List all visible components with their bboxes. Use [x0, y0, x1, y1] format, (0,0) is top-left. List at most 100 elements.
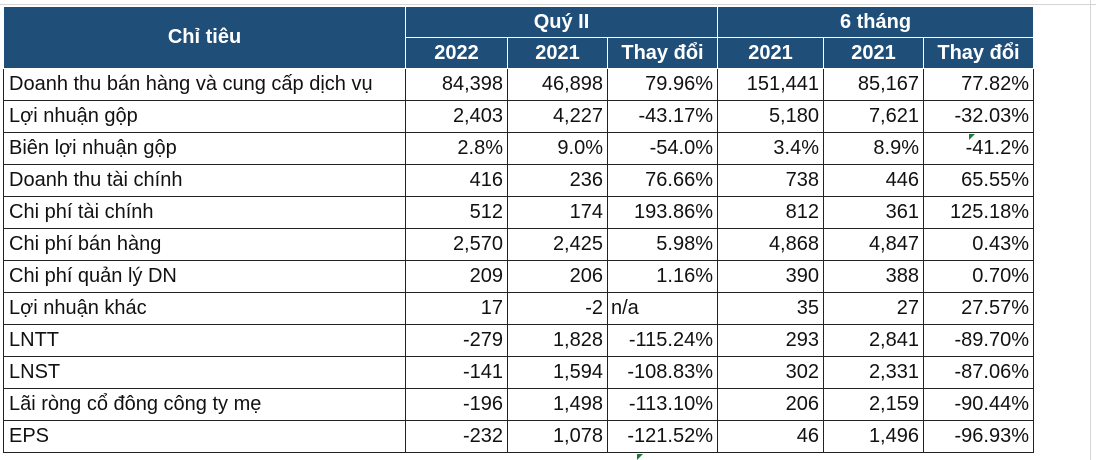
table-cell[interactable]: 46	[717, 420, 824, 453]
table-cell[interactable]: 1,594	[507, 356, 608, 389]
table-cell[interactable]: 151,441	[717, 68, 824, 101]
table-cell[interactable]: 2,425	[507, 228, 608, 261]
header-sub[interactable]: 2022	[405, 37, 508, 69]
table-cell[interactable]: 1,496	[823, 420, 924, 453]
table-cell[interactable]: 4,868	[717, 228, 824, 261]
table-cell[interactable]: 1,498	[507, 388, 608, 421]
header-group-six-months[interactable]: 6 tháng	[717, 6, 1034, 38]
row-label[interactable]: Chi phí bán hàng	[3, 228, 406, 261]
table-cell[interactable]: 85,167	[823, 68, 924, 101]
table-cell[interactable]: 2.8%	[405, 132, 508, 165]
row-label[interactable]: Chi phí tài chính	[3, 196, 406, 229]
row-label[interactable]: EPS	[3, 420, 406, 453]
row-label[interactable]: LNST	[3, 356, 406, 389]
table-cell[interactable]: -121.52%	[607, 420, 718, 453]
header-indicator[interactable]: Chỉ tiêu	[3, 6, 406, 69]
table-cell[interactable]: -54.0%	[607, 132, 718, 165]
table-cell[interactable]: 812	[717, 196, 824, 229]
table-cell[interactable]: 0.43%	[923, 228, 1034, 261]
header-group-quarter[interactable]: Quý II	[405, 6, 718, 38]
table-cell[interactable]: 3.4%	[717, 132, 824, 165]
table-cell[interactable]: 361	[823, 196, 924, 229]
table-cell[interactable]: -279	[405, 324, 508, 357]
header-sub[interactable]: Thay đổi	[607, 37, 718, 69]
table-cell[interactable]: 35	[717, 292, 824, 325]
table-cell[interactable]: 4,227	[507, 100, 608, 133]
table-cell[interactable]: 512	[405, 196, 508, 229]
table-cell[interactable]: -232	[405, 420, 508, 453]
table-cell[interactable]: 27	[823, 292, 924, 325]
financial-table: Chỉ tiêu Quý II 6 tháng 2022 2021 Thay đ…	[3, 6, 1034, 453]
table-cell[interactable]: -113.10%	[607, 388, 718, 421]
table-cell[interactable]: 27.57%	[923, 292, 1034, 325]
table-cell[interactable]: 738	[717, 164, 824, 197]
table-cell[interactable]: 0.70%	[923, 260, 1034, 293]
table-cell[interactable]: 1,828	[507, 324, 608, 357]
table-cell[interactable]: 416	[405, 164, 508, 197]
table-cell[interactable]: 236	[507, 164, 608, 197]
table-cell[interactable]: 84,398	[405, 68, 508, 101]
table-cell[interactable]: 293	[717, 324, 824, 357]
row-label[interactable]: LNTT	[3, 324, 406, 357]
table-cell[interactable]: 2,570	[405, 228, 508, 261]
row-label[interactable]: Lợi nhuận khác	[3, 292, 406, 325]
table-cell[interactable]: -115.24%	[607, 324, 718, 357]
row-label[interactable]: Lợi nhuận gộp	[3, 100, 406, 133]
table-cell[interactable]: 206	[507, 260, 608, 293]
table-cell[interactable]: 388	[823, 260, 924, 293]
table-cell[interactable]: 76.66%	[607, 164, 718, 197]
row-label[interactable]: Doanh thu bán hàng và cung cấp dịch vụ	[3, 68, 406, 101]
table-cell[interactable]: -41.2%	[923, 132, 1034, 165]
comment-marker	[969, 134, 975, 140]
table-cell[interactable]: 65.55%	[923, 164, 1034, 197]
table-cell[interactable]: 206	[717, 388, 824, 421]
table-cell[interactable]: -96.93%	[923, 420, 1034, 453]
table-cell[interactable]: -2	[507, 292, 608, 325]
table-cell[interactable]: 8.9%	[823, 132, 924, 165]
table-cell[interactable]: 17	[405, 292, 508, 325]
row-label[interactable]: Doanh thu tài chính	[3, 164, 406, 197]
table-cell[interactable]: 1,078	[507, 420, 608, 453]
table-cell[interactable]: 446	[823, 164, 924, 197]
table-cell[interactable]: 390	[717, 260, 824, 293]
table-cell[interactable]: -89.70%	[923, 324, 1034, 357]
table-cell[interactable]: 2,403	[405, 100, 508, 133]
table-cell[interactable]: -32.03%	[923, 100, 1034, 133]
table-row: Doanh thu tài chính 416 236 76.66% 738 446 65.…	[3, 164, 1034, 197]
table-row: Chi phí quản lý DN 209 206 1.16% 390 388 0.70%	[3, 260, 1034, 293]
row-label[interactable]: Biên lợi nhuận gộp	[3, 132, 406, 165]
row-label[interactable]: Lãi ròng cổ đông công ty mẹ	[3, 388, 406, 421]
table-cell[interactable]: 209	[405, 260, 508, 293]
table-cell[interactable]: 174	[507, 196, 608, 229]
header-sub[interactable]: 2021	[507, 37, 608, 69]
table-cell[interactable]: -90.44%	[923, 388, 1034, 421]
table-cell[interactable]: 77.82%	[923, 68, 1034, 101]
row-label[interactable]: Chi phí quản lý DN	[3, 260, 406, 293]
table-row: Lợi nhuận gộp 2,403 4,227 -43.17% 5,180 7,621…	[3, 100, 1034, 133]
table-cell[interactable]: n/a	[607, 292, 718, 325]
table-cell[interactable]: 2,331	[823, 356, 924, 389]
table-row: Lãi ròng cổ đông công ty mẹ -196 1,498 -113…	[3, 388, 1034, 421]
header-sub[interactable]: 2021	[717, 37, 824, 69]
table-cell[interactable]: 46,898	[507, 68, 608, 101]
table-cell[interactable]: 5,180	[717, 100, 824, 133]
table-cell[interactable]: -141	[405, 356, 508, 389]
table-cell[interactable]: 2,159	[823, 388, 924, 421]
table-cell[interactable]: -87.06%	[923, 356, 1034, 389]
header-sub[interactable]: Thay đổi	[923, 37, 1034, 69]
table-cell[interactable]: -108.83%	[607, 356, 718, 389]
table-cell[interactable]: -196	[405, 388, 508, 421]
table-cell[interactable]: 5.98%	[607, 228, 718, 261]
header-sub[interactable]: 2021	[823, 37, 924, 69]
table-cell[interactable]: 125.18%	[923, 196, 1034, 229]
table-cell[interactable]: 9.0%	[507, 132, 608, 165]
table-cell[interactable]: 4,847	[823, 228, 924, 261]
table-cell[interactable]: -43.17%	[607, 100, 718, 133]
table-cell[interactable]: 2,841	[823, 324, 924, 357]
table-cell[interactable]: 79.96%	[607, 68, 718, 101]
table-row: Doanh thu bán hàng và cung cấp dịch vụ 84…	[3, 68, 1034, 101]
table-cell[interactable]: 193.86%	[607, 196, 718, 229]
table-cell[interactable]: 7,621	[823, 100, 924, 133]
table-cell[interactable]: 1.16%	[607, 260, 718, 293]
table-cell[interactable]: 302	[717, 356, 824, 389]
